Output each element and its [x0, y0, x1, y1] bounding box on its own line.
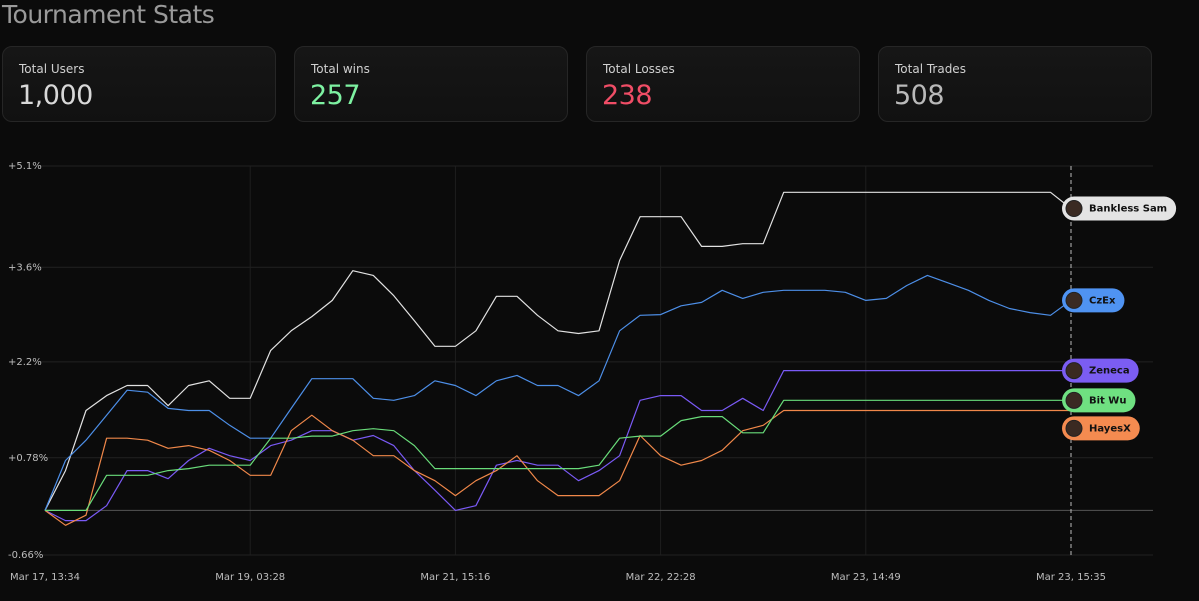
- y-tick-label: +3.6%: [8, 262, 42, 273]
- avatar: [1065, 291, 1083, 309]
- stat-value: 238: [602, 80, 653, 111]
- legend-label: CzEx: [1089, 295, 1116, 306]
- stat-label: Total wins: [311, 62, 370, 76]
- stat-label: Total Users: [19, 62, 85, 76]
- legend-badge: HayesX: [1062, 416, 1140, 441]
- stat-card: Total wins 257: [294, 46, 568, 122]
- stat-value: 508: [894, 80, 945, 111]
- stat-label: Total Trades: [895, 62, 966, 76]
- badge-bg: [1062, 388, 1136, 413]
- x-tick-label: Mar 23, 15:35: [1036, 572, 1106, 583]
- legend-badge: Bankless Sam: [1062, 196, 1177, 221]
- y-tick-label: -0.66%: [8, 550, 43, 561]
- page-title: Tournament Stats: [2, 0, 215, 29]
- legend-label: HayesX: [1089, 423, 1131, 434]
- y-tick-label: +2.2%: [8, 357, 42, 368]
- series-line: [45, 399, 1071, 511]
- legend-badge: CzEx: [1062, 288, 1125, 313]
- legend-label: Zeneca: [1089, 366, 1130, 377]
- stat-card: Total Users 1,000: [2, 46, 276, 122]
- legend-label: Bit Wu: [1089, 395, 1126, 406]
- legend-label: Bankless Sam: [1089, 204, 1167, 215]
- avatar: [1065, 200, 1083, 218]
- stat-value: 257: [310, 80, 361, 111]
- legend-badge: Bit Wu: [1062, 388, 1136, 413]
- series-line: [44, 370, 1071, 522]
- badge-bg: [1062, 196, 1177, 221]
- badge-bg: [1062, 416, 1140, 441]
- y-tick-label: +0.78%: [8, 453, 48, 464]
- y-tick-label: +5.1%: [8, 161, 42, 172]
- avatar: [1065, 419, 1083, 437]
- stat-value: 1,000: [18, 80, 93, 111]
- x-tick-label: Mar 22, 22:28: [626, 572, 696, 583]
- stat-card: Total Losses 238: [586, 46, 860, 122]
- x-tick-label: Mar 19, 03:28: [215, 572, 285, 583]
- badge-bg: [1062, 358, 1139, 383]
- stat-label: Total Losses: [603, 62, 675, 76]
- series-line: [44, 274, 1072, 511]
- x-tick-label: Mar 23, 14:49: [831, 572, 901, 583]
- x-tick-label: Mar 17, 13:34: [10, 572, 80, 583]
- legend-badge: Zeneca: [1062, 358, 1139, 383]
- series-line: [44, 191, 1072, 511]
- x-tick-label: Mar 21, 15:16: [420, 572, 490, 583]
- series-line: [44, 409, 1071, 526]
- avatar: [1065, 391, 1083, 409]
- stat-card: Total Trades 508: [878, 46, 1152, 122]
- avatar: [1065, 362, 1083, 380]
